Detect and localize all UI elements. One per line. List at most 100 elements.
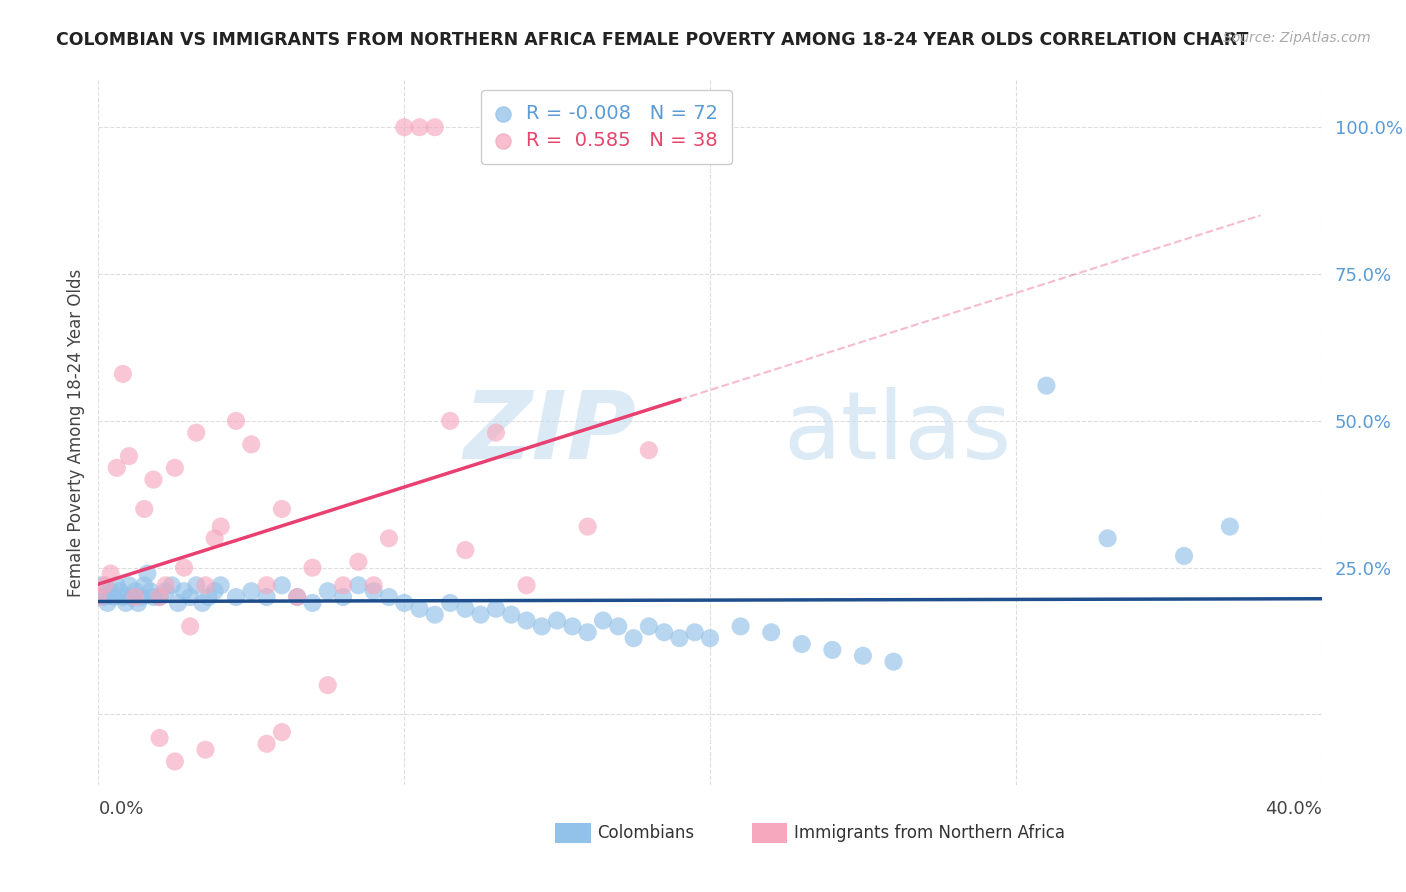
Text: Source: ZipAtlas.com: Source: ZipAtlas.com bbox=[1223, 31, 1371, 45]
Point bbox=[270, 725, 292, 739]
Point bbox=[139, 584, 162, 599]
Point bbox=[136, 566, 159, 581]
Point bbox=[439, 596, 461, 610]
Point bbox=[347, 578, 370, 592]
Point bbox=[163, 755, 186, 769]
Point bbox=[730, 619, 752, 633]
Point bbox=[1173, 549, 1195, 563]
Point bbox=[108, 584, 131, 599]
Point bbox=[142, 590, 165, 604]
Point bbox=[576, 519, 599, 533]
Text: COLOMBIAN VS IMMIGRANTS FROM NORTHERN AFRICA FEMALE POVERTY AMONG 18-24 YEAR OLD: COLOMBIAN VS IMMIGRANTS FROM NORTHERN AF… bbox=[56, 31, 1249, 49]
Point bbox=[256, 737, 278, 751]
Point bbox=[759, 625, 782, 640]
Point bbox=[1219, 519, 1241, 533]
Point bbox=[301, 596, 323, 610]
Point bbox=[155, 578, 177, 592]
Point bbox=[256, 590, 278, 604]
Point bbox=[134, 502, 156, 516]
Point bbox=[155, 584, 177, 599]
Point bbox=[316, 584, 339, 599]
Point bbox=[209, 578, 232, 592]
Point bbox=[408, 602, 430, 616]
Point bbox=[285, 590, 308, 604]
Legend: R = -0.008   N = 72, R =  0.585   N = 38: R = -0.008 N = 72, R = 0.585 N = 38 bbox=[481, 90, 731, 164]
Point bbox=[423, 607, 446, 622]
Point bbox=[134, 578, 156, 592]
Point bbox=[637, 443, 661, 458]
Text: atlas: atlas bbox=[783, 386, 1012, 479]
Point bbox=[186, 578, 208, 592]
Point bbox=[392, 120, 416, 135]
Point bbox=[637, 619, 661, 633]
Point bbox=[392, 596, 416, 610]
Point bbox=[209, 519, 232, 533]
Text: Colombians: Colombians bbox=[598, 824, 695, 842]
Point bbox=[93, 578, 115, 592]
Point bbox=[516, 578, 538, 592]
Point bbox=[485, 425, 508, 440]
Point bbox=[285, 590, 308, 604]
Point bbox=[225, 590, 247, 604]
Point bbox=[652, 625, 675, 640]
Point bbox=[576, 625, 599, 640]
Point bbox=[821, 643, 844, 657]
Point bbox=[194, 578, 217, 592]
Point bbox=[470, 607, 492, 622]
Point bbox=[561, 619, 583, 633]
Point bbox=[179, 619, 201, 633]
Point bbox=[173, 584, 195, 599]
Point bbox=[97, 596, 120, 610]
Point bbox=[160, 578, 183, 592]
Point bbox=[163, 461, 186, 475]
Point bbox=[683, 625, 706, 640]
Point bbox=[439, 414, 461, 428]
Point bbox=[149, 590, 172, 604]
Point bbox=[204, 532, 226, 546]
Point bbox=[592, 614, 614, 628]
Point bbox=[883, 655, 905, 669]
Text: ZIP: ZIP bbox=[464, 386, 637, 479]
Point bbox=[316, 678, 339, 692]
Point bbox=[516, 614, 538, 628]
Point bbox=[121, 590, 143, 604]
Point bbox=[363, 584, 385, 599]
Point bbox=[124, 584, 146, 599]
Point bbox=[256, 578, 278, 592]
Point bbox=[347, 555, 370, 569]
Point bbox=[270, 502, 292, 516]
Point bbox=[378, 590, 401, 604]
Point bbox=[1097, 532, 1119, 546]
Point bbox=[103, 590, 125, 604]
Point bbox=[167, 596, 190, 610]
Point bbox=[115, 596, 138, 610]
Point bbox=[699, 631, 721, 645]
Point bbox=[173, 560, 195, 574]
Point bbox=[332, 578, 354, 592]
Y-axis label: Female Poverty Among 18-24 Year Olds: Female Poverty Among 18-24 Year Olds bbox=[66, 268, 84, 597]
Point bbox=[485, 602, 508, 616]
Point bbox=[129, 590, 152, 604]
Point bbox=[191, 596, 214, 610]
Point bbox=[100, 566, 122, 581]
Point bbox=[142, 473, 165, 487]
Point bbox=[124, 590, 146, 604]
Point bbox=[87, 590, 110, 604]
Point bbox=[204, 584, 226, 599]
Point bbox=[111, 590, 134, 604]
Point bbox=[240, 584, 263, 599]
Point bbox=[87, 590, 110, 604]
Point bbox=[501, 607, 523, 622]
Point bbox=[105, 461, 128, 475]
Point bbox=[1035, 378, 1057, 392]
Point bbox=[270, 578, 292, 592]
Point bbox=[408, 120, 430, 135]
Point bbox=[454, 543, 477, 558]
Point bbox=[105, 578, 128, 592]
Point bbox=[668, 631, 690, 645]
Point bbox=[363, 578, 385, 592]
Text: 40.0%: 40.0% bbox=[1265, 799, 1322, 818]
Text: Immigrants from Northern Africa: Immigrants from Northern Africa bbox=[794, 824, 1066, 842]
Point bbox=[423, 120, 446, 135]
Point bbox=[100, 584, 122, 599]
